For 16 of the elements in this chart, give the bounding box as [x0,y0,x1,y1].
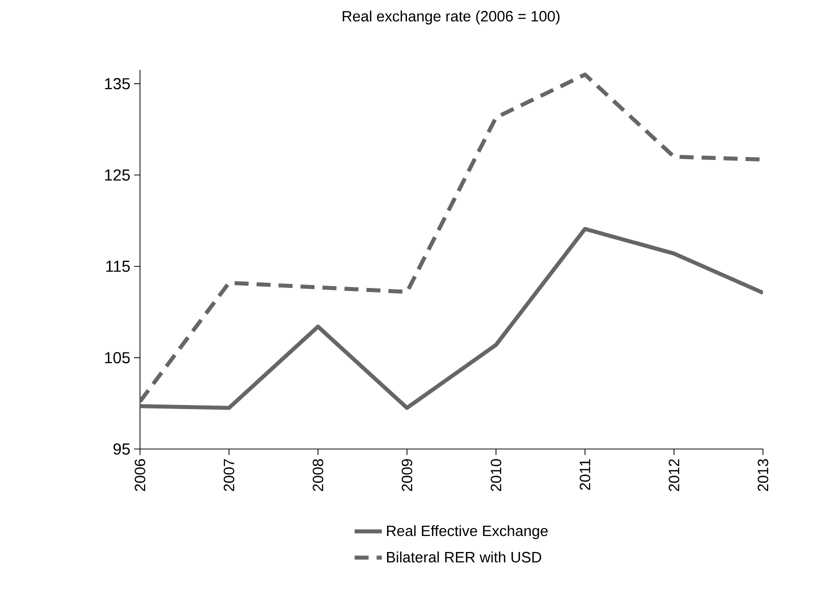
x-tick-label: 2007 [224,459,234,492]
y-tick-label: 125 [105,169,130,181]
x-tick-label: 2006 [134,459,146,492]
legend-label: Bilateral RER with USD [387,552,542,562]
legend-label: Real Effective Exchange [387,525,548,540]
y-tick-label: 115 [106,260,130,272]
y-tick-label: 135 [105,78,130,90]
y-tick-label: 95 [114,443,130,455]
x-tick-label: 2011 [580,459,590,490]
x-tick-label: 2008 [312,459,324,492]
x-tick-label: 2010 [490,459,502,492]
y-tick-label: 105 [105,352,130,364]
x-tick-label: 2013 [758,459,768,492]
x-tick-label: 2009 [402,459,412,492]
x-tick-label: 2012 [668,459,680,492]
chart-title: Real exchange rate (2006 = 100) [342,10,560,24]
